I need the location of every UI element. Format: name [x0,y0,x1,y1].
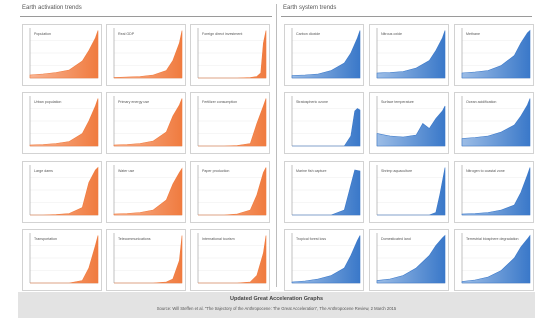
series-area [198,98,267,147]
mini-chart-population: Population [22,24,102,86]
mini-chart-foreign-direct-investment: Foreign direct investment [190,24,270,86]
chart-label: Transportation [34,237,57,241]
chart-label: Terrestrial biosphere degradation [466,237,519,241]
panel-title-right: Earth system trends [283,5,337,11]
mini-chart-ocean-acidification: Ocean acidification [454,92,534,154]
series-area [461,234,531,284]
mini-chart-nitrous-oxide: Nitrous oxide [369,24,449,86]
chart-label: Population [34,32,51,36]
chart-label: Paper production [202,169,229,173]
panel-divider [276,4,277,287]
series-area [461,29,531,79]
mini-chart-urban-population: Urban population [22,92,102,154]
series-area [461,98,531,147]
chart-label: Urban population [34,100,61,104]
series-area [461,167,531,216]
chart-label: Fertilizer consumption [202,100,237,104]
chart-label: Domesticated land [381,237,411,241]
footer-bar: Updated Great Acceleration Graphs Source… [18,292,535,318]
panel-rule-right [281,16,532,17]
chart-label: Water use [118,169,134,173]
chart-label: International tourism [202,237,235,241]
series-area [113,98,183,147]
chart-frame [190,24,270,86]
chart-label: Surface temperature [381,100,414,104]
series-area [114,235,183,284]
series-area [291,235,361,284]
mini-chart-international-tourism: International tourism [190,229,270,291]
chart-label: Tropical forest loss [296,237,326,241]
chart-label: Real GDP [118,32,135,36]
mini-chart-fertilizer-consumption: Fertilizer consumption [190,92,270,154]
series-area [376,30,446,79]
mini-chart-water-use: Water use [106,161,186,223]
mini-chart-paper-production: Paper production [190,161,270,223]
series-area [376,234,446,284]
chart-label: Telecommunications [118,237,151,241]
mini-chart-carbon-dioxide: Carbon dioxide [284,24,364,86]
chart-label: Nitrous oxide [381,32,402,36]
series-area [198,167,267,216]
chart-label: Foreign direct investment [202,32,242,36]
series-area [198,30,267,79]
mini-chart-terrestrial-biosphere-degradation: Terrestrial biosphere degradation [454,229,534,291]
chart-label: Nitrogen to coastal zone [466,169,505,173]
mini-chart-telecommunications: Telecommunications [106,229,186,291]
chart-label: Carbon dioxide [296,32,320,36]
series-area [113,30,183,79]
mini-chart-tropical-forest-loss: Tropical forest loss [284,229,364,291]
mini-chart-domesticated-land: Domesticated land [369,229,449,291]
mini-chart-surface-temperature: Surface temperature [369,92,449,154]
series-area [377,167,446,216]
mini-chart-shrimp-aquaculture: Shrimp aquaculture [369,161,449,223]
series-area [30,235,99,284]
chart-label: Marine fish capture [296,169,327,173]
series-area [113,167,183,216]
chart-label: Primary energy use [118,100,149,104]
chart-label: Methane [466,32,480,36]
series-area [30,166,99,216]
mini-chart-large-dams: Large dams [22,161,102,223]
series-area [291,30,361,79]
series-area [29,30,99,79]
mini-chart-primary-energy-use: Primary energy use [106,92,186,154]
chart-frame [369,161,449,223]
chart-label: Stratospheric ozone [296,100,328,104]
mini-chart-stratospheric-ozone: Stratospheric ozone [284,92,364,154]
footer-source: Source: Will Steffen et al. "The traject… [156,306,397,311]
panel-rule-left [20,16,272,17]
panel-title-left: Earth activation trends [22,5,82,11]
mini-chart-methane: Methane [454,24,534,86]
series-area [292,169,361,216]
series-area [292,108,361,147]
mini-chart-transportation: Transportation [22,229,102,291]
footer-title: Updated Great Acceleration Graphs [229,296,324,302]
series-area [376,105,446,147]
mini-chart-real-gdp: Real GDP [106,24,186,86]
mini-chart-marine-fish-capture: Marine fish capture [284,161,364,223]
chart-label: Ocean acidification [466,100,496,104]
mini-chart-nitrogen-to-coastal-zone: Nitrogen to coastal zone [454,161,534,223]
series-area [29,98,99,147]
series-area [198,235,267,284]
chart-label: Large dams [34,169,53,173]
chart-label: Shrimp aquaculture [381,169,412,173]
